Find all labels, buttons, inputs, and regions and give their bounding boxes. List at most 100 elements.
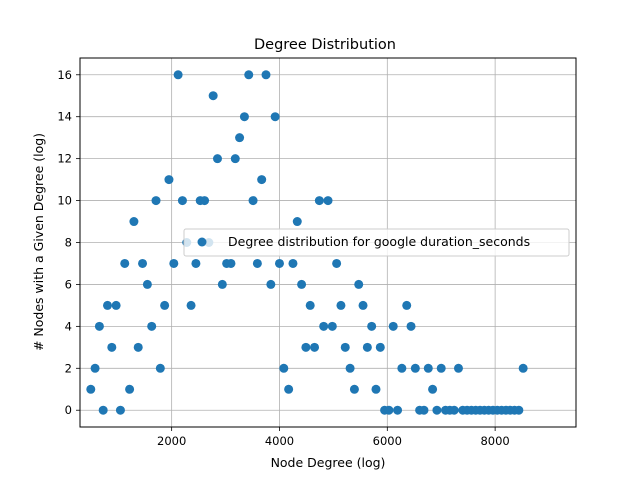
data-point: [284, 384, 294, 394]
data-point: [371, 384, 381, 394]
data-point: [410, 363, 420, 373]
data-point: [138, 258, 148, 268]
y-tick-label: 14: [57, 110, 72, 124]
data-point: [217, 279, 227, 289]
data-point: [115, 405, 125, 415]
data-point: [301, 342, 311, 352]
data-point: [388, 321, 398, 331]
data-point: [354, 279, 364, 289]
legend: Degree distribution for google duration_…: [183, 228, 570, 257]
data-point: [212, 154, 222, 164]
data-point: [449, 405, 459, 415]
data-point: [160, 300, 170, 310]
x-tick-label: 6000: [373, 434, 402, 448]
data-point: [151, 196, 161, 206]
data-point: [177, 196, 187, 206]
data-point: [98, 405, 108, 415]
data-point: [261, 70, 271, 80]
y-tick-label: 8: [65, 236, 72, 250]
data-point: [129, 217, 139, 227]
data-point: [107, 342, 117, 352]
data-point: [111, 300, 121, 310]
data-point: [133, 342, 143, 352]
data-point: [375, 342, 385, 352]
data-points: [86, 70, 528, 415]
data-point: [239, 112, 249, 122]
data-point: [336, 300, 346, 310]
y-axis-label: # Nodes with a Given Degree (log): [31, 133, 46, 351]
data-point: [279, 363, 289, 373]
data-point: [453, 363, 463, 373]
data-point: [362, 342, 372, 352]
y-tick-label: 0: [65, 403, 72, 417]
data-point: [120, 258, 130, 268]
x-axis-label: Node Degree (log): [271, 455, 386, 470]
data-point: [518, 363, 528, 373]
data-point: [367, 321, 377, 331]
data-point: [173, 70, 183, 80]
y-tick-label: 6: [65, 277, 72, 291]
data-point: [200, 196, 210, 206]
data-point: [164, 175, 174, 185]
data-point: [86, 384, 96, 394]
data-point: [94, 321, 104, 331]
data-point: [186, 300, 196, 310]
data-point: [270, 112, 280, 122]
data-point: [327, 321, 337, 331]
data-point: [90, 363, 100, 373]
x-axis-ticks: 2000 4000 6000 8000: [157, 427, 510, 448]
data-point: [406, 321, 416, 331]
data-point: [191, 258, 201, 268]
data-point: [514, 405, 524, 415]
data-point: [155, 363, 165, 373]
legend-box: [183, 228, 570, 257]
data-point: [252, 258, 262, 268]
data-point: [397, 363, 407, 373]
legend-marker: [197, 237, 207, 247]
data-point: [340, 342, 350, 352]
data-point: [428, 384, 438, 394]
data-point: [208, 91, 218, 101]
data-point: [423, 363, 433, 373]
data-point: [235, 133, 245, 143]
data-point: [125, 384, 135, 394]
data-point: [226, 258, 236, 268]
data-point: [314, 196, 324, 206]
data-point: [310, 342, 320, 352]
data-point: [230, 154, 240, 164]
x-tick-label: 4000: [265, 434, 294, 448]
data-point: [384, 405, 394, 415]
y-tick-label: 10: [57, 194, 72, 208]
data-point: [305, 300, 315, 310]
x-tick-label: 2000: [157, 434, 186, 448]
data-point: [349, 384, 359, 394]
y-axis-ticks: 0 2 4 6 8 10 12 14 16: [57, 68, 80, 417]
data-point: [244, 70, 254, 80]
y-tick-label: 2: [65, 361, 72, 375]
y-tick-label: 16: [57, 68, 72, 82]
legend-label: Degree distribution for google duration_…: [228, 234, 530, 249]
data-point: [393, 405, 403, 415]
data-point: [358, 300, 368, 310]
y-tick-label: 12: [57, 152, 72, 166]
data-point: [332, 258, 342, 268]
data-point: [402, 300, 412, 310]
data-point: [142, 279, 152, 289]
data-point: [274, 258, 284, 268]
data-point: [345, 363, 355, 373]
data-point: [319, 321, 329, 331]
data-point: [266, 279, 276, 289]
data-point: [436, 363, 446, 373]
data-point: [147, 321, 157, 331]
data-point: [257, 175, 267, 185]
data-point: [288, 258, 298, 268]
data-point: [248, 196, 258, 206]
data-point: [419, 405, 429, 415]
data-point: [102, 300, 112, 310]
x-tick-label: 8000: [480, 434, 509, 448]
data-point: [323, 196, 333, 206]
data-point: [169, 258, 179, 268]
data-point: [432, 405, 442, 415]
chart-title: Degree Distribution: [254, 37, 396, 53]
